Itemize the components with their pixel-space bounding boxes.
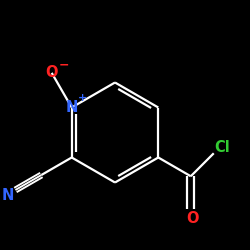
Text: Cl: Cl — [215, 140, 230, 156]
Text: −: − — [58, 59, 69, 72]
Text: O: O — [46, 65, 58, 80]
Text: O: O — [186, 211, 198, 226]
Text: N: N — [2, 188, 14, 202]
Text: N: N — [66, 100, 78, 115]
Text: +: + — [78, 93, 88, 103]
